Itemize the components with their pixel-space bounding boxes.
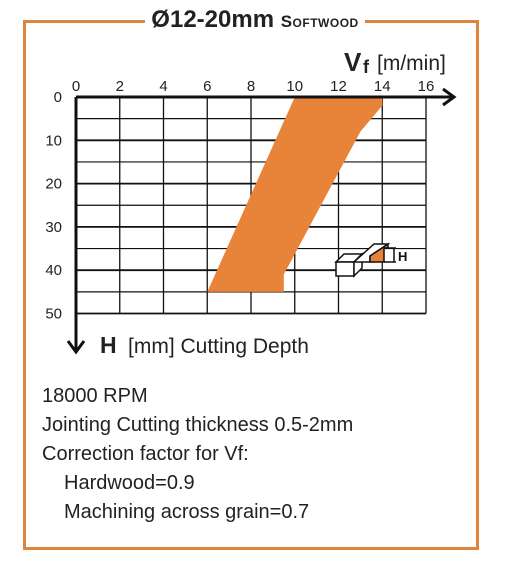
x-axis-subscript: f <box>363 57 370 77</box>
y-tick-label-30: 30 <box>45 219 62 236</box>
y-axis-symbol: H <box>100 332 117 358</box>
note-hardwood: Hardwood=0.9 <box>64 472 195 494</box>
x-tick-label-14: 14 <box>374 78 391 95</box>
title-text: Ø12-20mm <box>151 6 275 33</box>
subtitle-text: Softwood <box>280 12 359 31</box>
x-axis-unit: [m/min] <box>377 52 446 75</box>
x-tick-label-6: 6 <box>203 78 211 95</box>
y-tick-label-20: 20 <box>45 176 62 193</box>
note-across-grain: Machining across grain=0.7 <box>64 501 310 523</box>
x-tick-label-4: 4 <box>159 78 167 95</box>
x-tick-label-2: 2 <box>116 78 124 95</box>
y-axis-arrow <box>66 340 86 355</box>
x-tick-label-10: 10 <box>286 78 303 95</box>
tick-labels: 0 2 4 6 8 10 12 14 16 0 10 20 30 40 50 <box>45 78 434 323</box>
x-axis-symbol: V <box>344 47 362 77</box>
note-jointing: Jointing Cutting thickness 0.5-2mm <box>42 414 354 436</box>
y-tick-label-10: 10 <box>45 132 62 149</box>
x-axis-arrow <box>442 87 457 107</box>
inset-depth-label: H <box>398 249 407 264</box>
recommended-region <box>207 97 383 292</box>
x-tick-label-0: 0 <box>72 78 80 95</box>
y-axis-label: [mm] Cutting Depth <box>128 335 309 358</box>
chart-title: Ø12-20mm Softwood <box>0 6 510 34</box>
y-tick-label-40: 40 <box>45 262 62 279</box>
x-tick-label-12: 12 <box>330 78 347 95</box>
y-tick-label-0: 0 <box>54 89 62 106</box>
x-tick-label-8: 8 <box>247 78 255 95</box>
cutting-depth-block-icon <box>334 242 396 278</box>
note-correction: Correction factor for Vf: <box>42 443 249 465</box>
x-tick-label-16: 16 <box>418 78 435 95</box>
y-tick-label-50: 50 <box>45 306 62 323</box>
notes: 18000 RPM Jointing Cutting thickness 0.5… <box>42 382 353 527</box>
note-rpm: 18000 RPM <box>42 385 148 407</box>
